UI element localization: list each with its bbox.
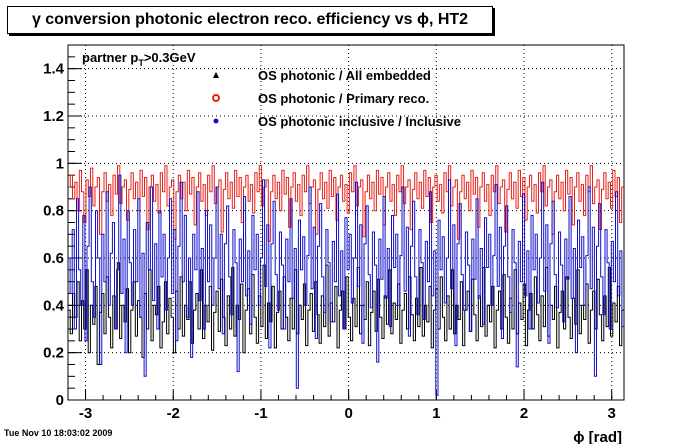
timestamp: Tue Nov 10 18:03:02 2009: [4, 428, 113, 438]
series-line-2: [68, 174, 624, 396]
y-tick-label: 1: [56, 155, 64, 172]
legend-label: OS photonic / Primary reco.: [258, 91, 429, 106]
y-tick-label: 1.2: [43, 108, 64, 125]
axis-ticks: -3 -2 -1 0 1 2 3 0 0.2 0.4 0.6 0.8 1 1.2 1.4: [43, 56, 616, 422]
series-line-1: [68, 165, 624, 242]
y-tick-label: 0.6: [43, 250, 64, 267]
annotation-text: partner p: [82, 50, 138, 65]
x-tick-label: 0: [344, 405, 352, 422]
legend-label: OS photonic inclusive / Inclusive: [258, 114, 461, 129]
x-tick-label: -3: [79, 405, 92, 422]
y-tick-label: 1.4: [43, 61, 65, 78]
legend-label: OS photonic / All embedded: [258, 68, 431, 83]
legend-triangle-marker: [213, 72, 219, 78]
y-tick-label: 0.2: [43, 345, 64, 362]
series-layer: [68, 165, 624, 396]
x-tick-label: 1: [432, 405, 440, 422]
x-tick-label: -1: [254, 405, 267, 422]
partner-pt-annotation: partner pT>0.3GeV: [82, 50, 196, 68]
y-tick-label: 0: [56, 392, 64, 409]
annotation-subscript: T: [138, 58, 144, 68]
x-tick-label: -2: [167, 405, 180, 422]
legend-circle-marker: [212, 94, 220, 102]
x-axis-label: ϕ [rad]: [573, 429, 622, 444]
x-tick-label: 3: [608, 405, 616, 422]
x-tick-label: 2: [520, 405, 528, 422]
y-tick-label: 0.8: [43, 203, 64, 220]
y-tick-label: 0.4: [43, 297, 65, 314]
legend-dot-marker: [213, 118, 219, 124]
series-line-0: [68, 262, 624, 365]
annotation-suffix: >0.3GeV: [144, 50, 196, 65]
legend: OS photonic / All embedded OS photonic / …: [212, 68, 461, 129]
chart-title: γ conversion photonic electron reco. eff…: [7, 6, 493, 34]
